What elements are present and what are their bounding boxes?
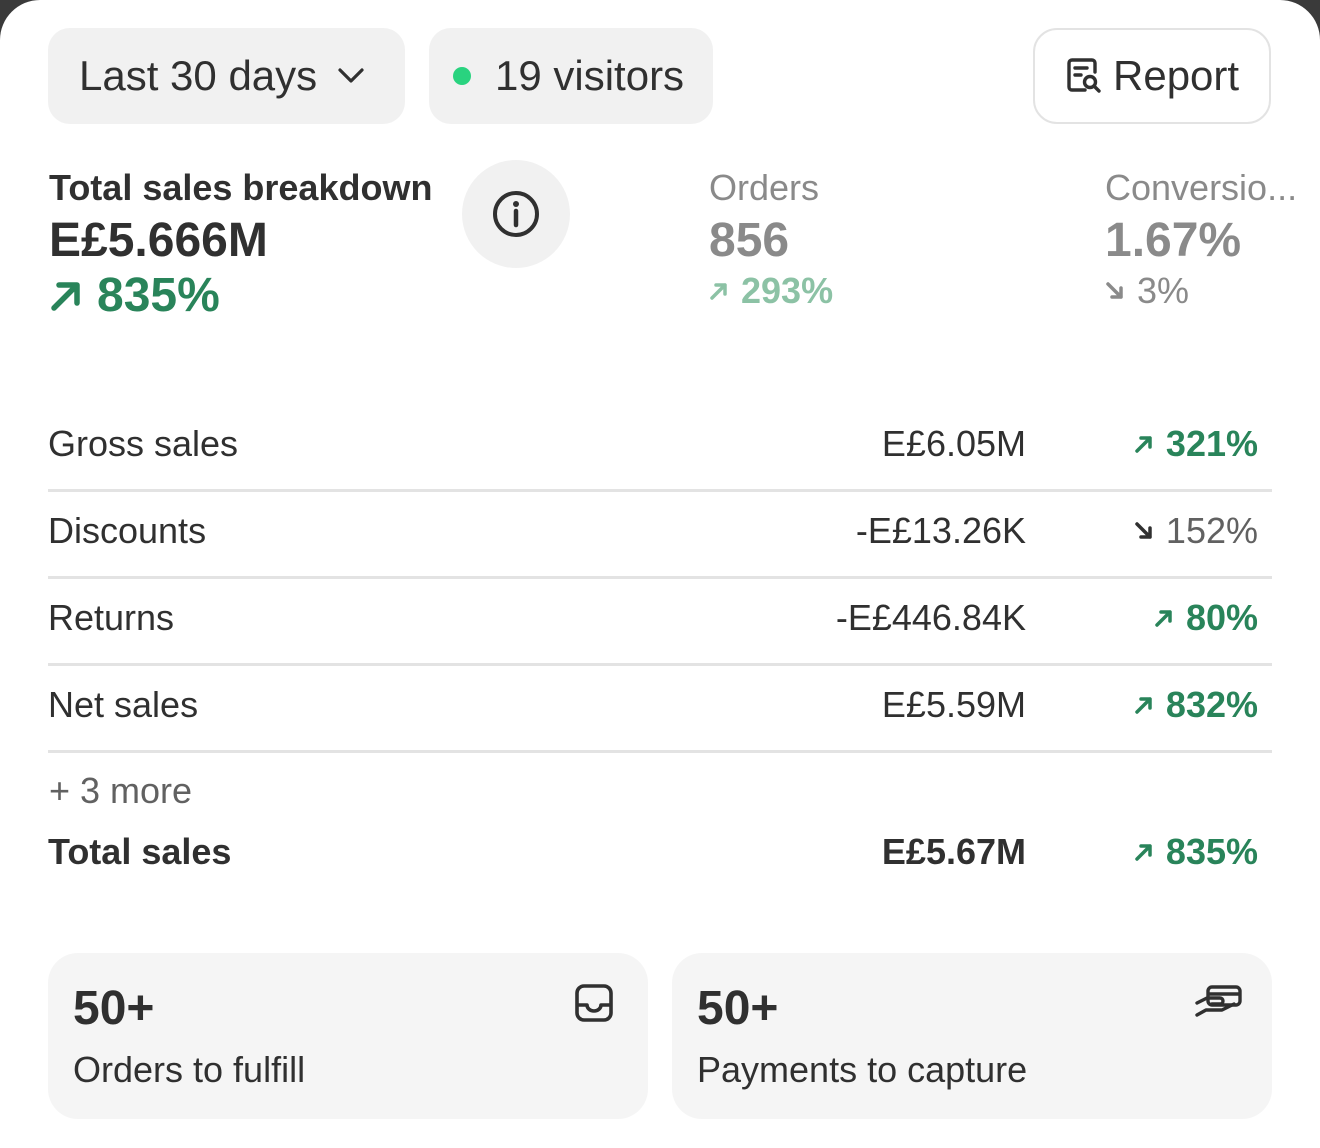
orders-value: 856 — [709, 214, 790, 267]
date-range-selector[interactable]: Last 30 days — [48, 28, 405, 124]
payments-to-capture-tile[interactable]: 50+ Payments to capture — [672, 953, 1272, 1119]
info-button[interactable] — [462, 160, 570, 268]
total-sales-change-text: 835% — [97, 269, 220, 322]
total-sales-title: Total sales breakdown — [49, 167, 433, 208]
row-label: Discounts — [48, 510, 207, 551]
row-value: -E£13.26K — [855, 510, 1026, 551]
row-label: Gross sales — [48, 423, 239, 464]
breakdown-row-returns[interactable]: Returns -E£446.84K 80% — [48, 579, 1272, 666]
inbox-icon — [574, 983, 614, 1028]
chevron-down-icon — [337, 67, 365, 85]
row-value: -E£446.84K — [835, 597, 1026, 638]
arrow-up-right-icon — [49, 279, 83, 313]
arrow-up-right-icon — [1134, 695, 1154, 715]
date-range-label: Last 30 days — [79, 52, 318, 99]
report-button[interactable]: Report — [1033, 28, 1271, 124]
row-change-text: 321% — [1165, 423, 1258, 464]
arrow-up-right-icon — [1134, 434, 1154, 454]
arrow-up-right-icon — [709, 281, 729, 301]
row-value: E£5.67M — [881, 831, 1026, 872]
tile-label: Orders to fulfill — [73, 1049, 306, 1090]
breakdown-row-net-sales[interactable]: Net sales E£5.59M 832% — [48, 666, 1272, 753]
row-value: E£5.59M — [881, 684, 1026, 725]
row-change: 80% — [1154, 597, 1258, 639]
report-search-icon — [1065, 57, 1103, 95]
arrow-up-right-icon — [1154, 608, 1174, 628]
row-label: Net sales — [48, 684, 199, 725]
arrow-down-right-icon — [1134, 521, 1154, 541]
row-change-text: 835% — [1165, 831, 1258, 872]
row-change: 152% — [1134, 510, 1258, 552]
conversion-change: 3% — [1105, 270, 1189, 312]
conversion-change-text: 3% — [1137, 270, 1190, 311]
row-change-text: 152% — [1165, 510, 1258, 551]
orders-change-text: 293% — [741, 270, 834, 311]
live-dot-icon — [453, 67, 471, 85]
report-label: Report — [1113, 52, 1240, 99]
row-change-text: 80% — [1185, 597, 1258, 638]
breakdown-row-gross-sales[interactable]: Gross sales E£6.05M 321% — [48, 405, 1272, 492]
orders-to-fulfill-tile[interactable]: 50+ Orders to fulfill — [48, 953, 648, 1119]
tile-count: 50+ — [697, 982, 779, 1035]
tile-count: 50+ — [73, 982, 155, 1035]
info-icon — [491, 189, 541, 239]
row-change: 832% — [1134, 684, 1258, 726]
row-label: Total sales — [48, 831, 232, 872]
total-sales-value: E£5.666M — [49, 214, 268, 267]
row-label: Returns — [48, 597, 175, 638]
conversion-value: 1.67% — [1105, 214, 1242, 267]
row-change: 835% — [1134, 831, 1258, 873]
visitors-count: 19 visitors — [495, 52, 685, 99]
row-change: 321% — [1134, 423, 1258, 465]
arrow-down-right-icon — [1105, 281, 1125, 301]
payment-hand-icon — [1194, 983, 1244, 1028]
show-more-link[interactable]: + 3 more — [49, 770, 193, 811]
row-change-text: 832% — [1165, 684, 1258, 725]
live-visitors-pill[interactable]: 19 visitors — [429, 28, 713, 124]
conversion-title: Conversio... — [1105, 167, 1298, 208]
arrow-up-right-icon — [1134, 842, 1154, 862]
breakdown-row-discounts[interactable]: Discounts -E£13.26K 152% — [48, 492, 1272, 579]
breakdown-row-total-sales[interactable]: Total sales E£5.67M 835% — [48, 813, 1272, 900]
orders-title: Orders — [709, 167, 820, 208]
orders-change: 293% — [709, 270, 833, 312]
total-sales-change: 835% — [49, 268, 220, 323]
row-value: E£6.05M — [881, 423, 1026, 464]
tile-label: Payments to capture — [697, 1049, 1028, 1090]
